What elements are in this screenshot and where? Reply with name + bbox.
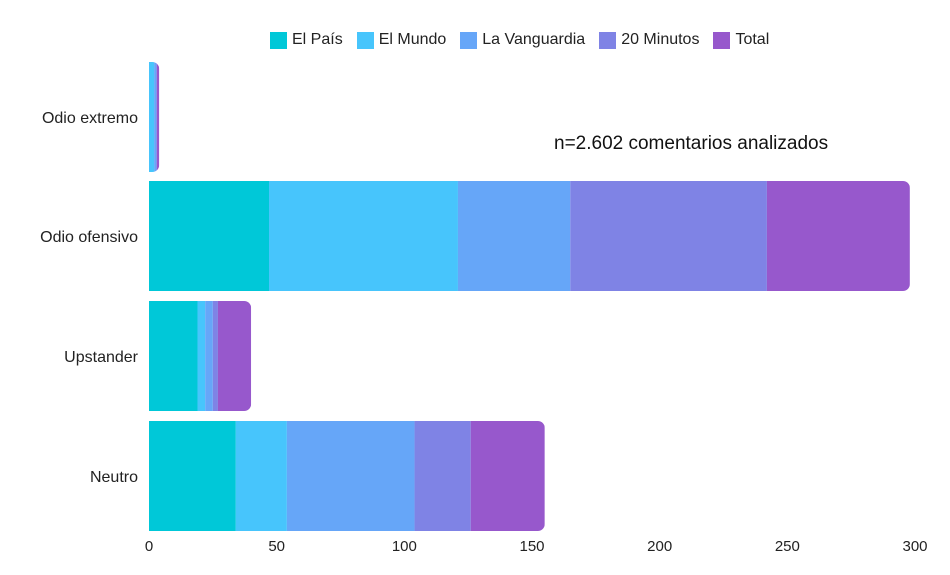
category-label: Odio ofensivo — [40, 229, 138, 246]
bar-group — [149, 181, 910, 291]
x-tick-label: 150 — [519, 538, 544, 555]
sample-size-annotation: n=2.602 comentarios analizados — [554, 133, 829, 154]
x-tick-label: 250 — [775, 538, 800, 555]
legend-swatch — [270, 31, 287, 49]
bar-segment — [154, 62, 157, 172]
legend-item: El País — [270, 31, 343, 49]
legend-label: 20 Minutos — [621, 31, 700, 48]
category-labels: Odio extremo Odio ofensivo Upstander Neutro — [40, 110, 139, 486]
bar-segment — [457, 181, 571, 291]
bar-segment — [570, 181, 767, 291]
bar-segment — [156, 62, 160, 172]
legend-swatch — [713, 31, 731, 49]
x-tick-label: 50 — [268, 538, 285, 555]
bar-segment — [766, 181, 910, 291]
bar-segment — [197, 301, 206, 411]
legend-label: Total — [735, 31, 770, 48]
legend-label: El Mundo — [378, 31, 447, 48]
bar-group — [149, 421, 545, 531]
x-tick-label: 200 — [647, 538, 672, 555]
bar-segment — [212, 301, 218, 411]
legend-swatch — [460, 31, 478, 49]
legend-label: El País — [292, 31, 343, 48]
bar-group — [149, 62, 160, 172]
bar-segment — [286, 421, 415, 531]
legend-item: La Vanguardia — [460, 31, 585, 49]
legend-item: El Mundo — [356, 31, 447, 49]
x-tick-label: 300 — [902, 538, 927, 555]
category-label: Upstander — [64, 349, 138, 366]
legend-swatch — [599, 31, 617, 49]
bar-segment — [149, 421, 236, 531]
bar-segment — [149, 181, 270, 291]
bar-segment — [149, 62, 155, 172]
bar-segment — [205, 301, 213, 411]
bar-segment — [470, 421, 545, 531]
legend-item: Total — [713, 31, 769, 49]
bar-segment — [149, 301, 198, 411]
bars-layer — [149, 62, 910, 531]
bar-segment — [235, 421, 287, 531]
category-label: Odio extremo — [42, 110, 138, 127]
legend: El País El Mundo La Vanguardia 20 Minutos To… — [270, 31, 769, 49]
legend-swatch — [356, 31, 374, 49]
x-tick-label: 100 — [392, 538, 417, 555]
bar-segment — [269, 181, 458, 291]
x-tick-labels: 0 50 100 150 200 250 300 — [145, 538, 928, 555]
legend-item: 20 Minutos — [599, 31, 699, 49]
bar-group — [149, 301, 252, 411]
x-tick-label: 0 — [145, 538, 153, 555]
category-label: Neutro — [90, 469, 138, 486]
bar-segment — [414, 421, 471, 531]
bar-segment — [217, 301, 252, 411]
legend-label: La Vanguardia — [482, 31, 586, 48]
